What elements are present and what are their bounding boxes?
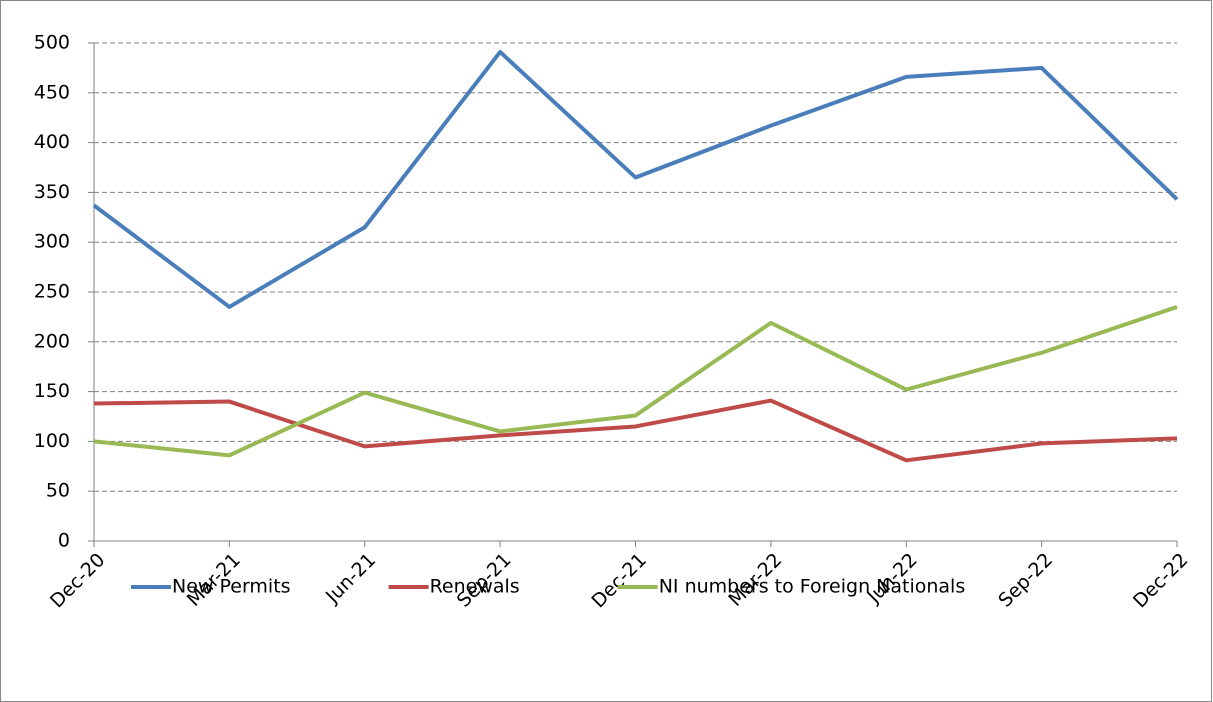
legend-label: New Permits — [172, 576, 291, 598]
y-tick-label: 50 — [46, 480, 70, 502]
y-tick-label: 350 — [34, 181, 70, 203]
y-tick-label: 100 — [34, 430, 70, 452]
y-tick-label: 450 — [34, 81, 70, 103]
y-tick-label: 300 — [34, 231, 70, 253]
y-tick-label: 150 — [34, 380, 70, 402]
y-tick-label: 200 — [34, 330, 70, 352]
y-tick-label: 500 — [34, 32, 70, 54]
y-tick-label: 250 — [34, 281, 70, 303]
series-line — [93, 305, 1178, 458]
series-line — [92, 49, 1179, 309]
y-tick-label: 400 — [34, 131, 70, 153]
legend-label: NI numbers to Foreign Nationals — [659, 576, 966, 598]
legend-label: Renewals — [430, 576, 520, 598]
y-tick-label: 0 — [58, 530, 70, 552]
series-line — [93, 398, 1178, 463]
